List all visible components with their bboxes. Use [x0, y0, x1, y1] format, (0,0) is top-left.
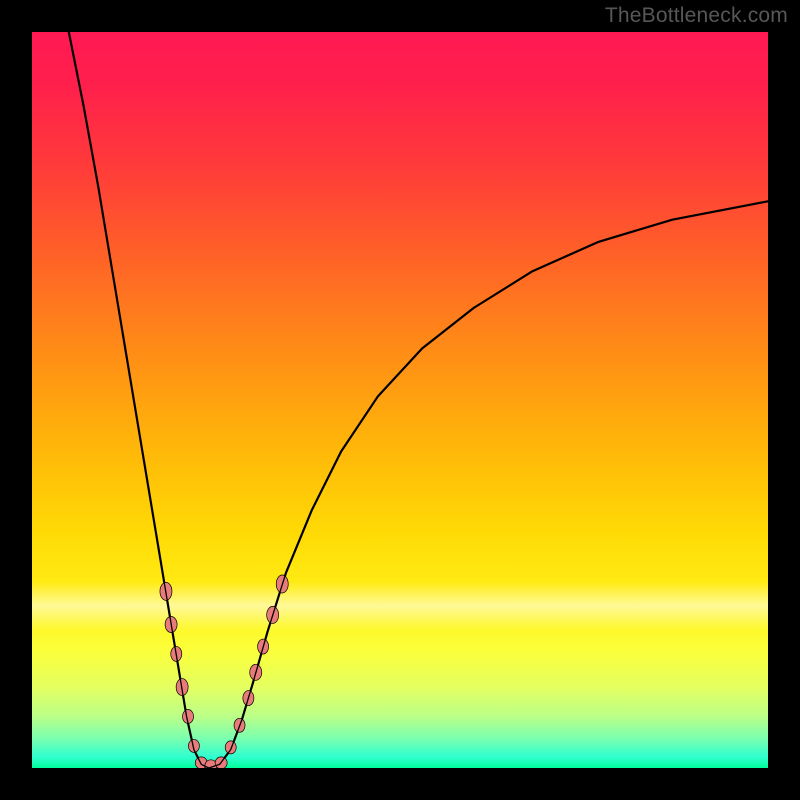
chart-container: TheBottleneck.com	[0, 0, 800, 800]
plot-gradient-background	[32, 32, 768, 768]
highlight-band	[32, 582, 768, 631]
plot-border-mask	[0, 768, 800, 800]
watermark-label: TheBottleneck.com	[605, 4, 788, 28]
plot-border-mask	[0, 0, 32, 800]
plot-border-mask	[768, 0, 800, 800]
marker-point	[225, 741, 236, 754]
chart-svg	[0, 0, 800, 800]
